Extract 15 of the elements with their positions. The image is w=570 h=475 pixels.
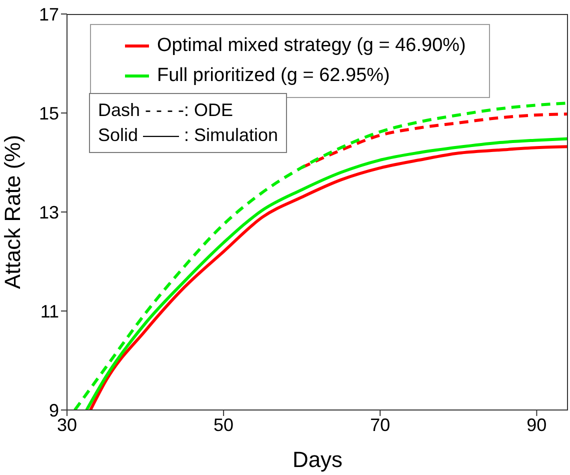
y-tick-label: 17 bbox=[38, 4, 59, 24]
annotation: Dash - - - -: ODE bbox=[98, 99, 234, 122]
x-tick-label: 30 bbox=[56, 414, 78, 435]
y-tick-label: 9 bbox=[48, 400, 59, 420]
y-tick-label: 15 bbox=[38, 103, 59, 124]
x-axis-title: Days bbox=[292, 447, 343, 472]
annotation: Solid —— : Simulation bbox=[98, 124, 278, 147]
x-tick-label: 90 bbox=[526, 414, 547, 435]
y-tick-label: 13 bbox=[38, 202, 59, 222]
x-tick-label: 70 bbox=[370, 414, 390, 435]
legend-label: Optimal mixed strategy (g = 46.90%) bbox=[157, 34, 466, 58]
x-tick-label: 50 bbox=[214, 414, 234, 435]
legend-label: Full prioritized (g = 62.95%) bbox=[157, 64, 390, 88]
y-axis-title: Attack Rate (%) bbox=[0, 134, 25, 290]
y-tick-label: 11 bbox=[40, 301, 59, 322]
